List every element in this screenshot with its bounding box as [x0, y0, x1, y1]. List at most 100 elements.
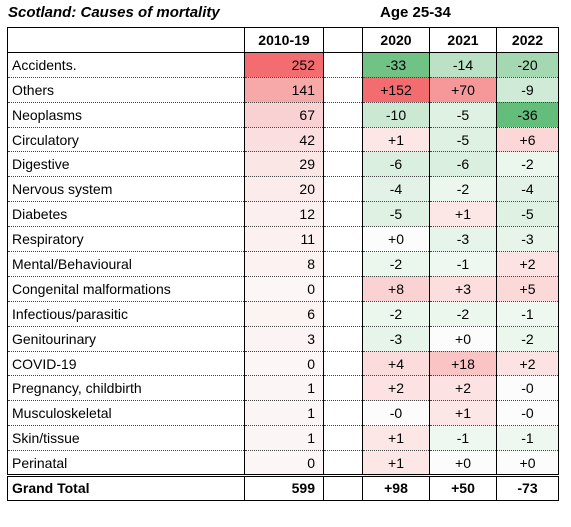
change-2020: -2: [362, 301, 430, 327]
change-2021: -5: [429, 127, 497, 153]
column-spacer: [323, 425, 363, 452]
table-row: Digestive 29 -6 -6 -2: [7, 151, 559, 178]
change-2021: -6: [429, 151, 497, 178]
change-2020: +1: [362, 425, 430, 452]
change-2020: +0: [362, 226, 430, 253]
change-2022: +6: [496, 127, 559, 153]
change-2020: +1: [362, 450, 430, 476]
column-spacer: [323, 326, 363, 352]
change-2021: +18: [429, 351, 497, 377]
table-title: Scotland: Causes of mortality: [8, 4, 220, 21]
cause-name: Others: [7, 77, 245, 103]
change-2022: -36: [496, 102, 559, 128]
change-2022: -1: [496, 425, 559, 452]
change-2022: -0: [496, 400, 559, 427]
table-row: COVID-19 0 +4 +18 +2: [7, 351, 559, 377]
column-spacer: [323, 276, 363, 302]
table-row: Congenital malformations 0 +8 +3 +5: [7, 276, 559, 302]
age-group-label: Age 25-34: [380, 4, 451, 21]
column-spacer: [323, 301, 363, 327]
header-cause: [7, 27, 245, 53]
column-spacer: [323, 400, 363, 427]
cause-name: Neoplasms: [7, 102, 245, 128]
table-row: Pregnancy, childbirth 1 +2 +2 -0: [7, 375, 559, 402]
cause-name: Nervous system: [7, 176, 245, 203]
change-2022: -4: [496, 176, 559, 203]
change-2020: -5: [362, 201, 430, 228]
baseline-value: 252: [244, 52, 324, 78]
cause-name: Skin/tissue: [7, 425, 245, 452]
change-2022: -3: [496, 226, 559, 253]
total-2020: +98: [362, 474, 430, 501]
change-2022: +0: [496, 450, 559, 476]
change-2021: +2: [429, 375, 497, 402]
column-spacer: [323, 176, 363, 203]
table-row: Neoplasms 67 -10 -5 -36: [7, 102, 559, 128]
cause-name: Congenital malformations: [7, 276, 245, 302]
table-row: Perinatal 0 +1 +0 +0: [7, 450, 559, 476]
change-2020: +1: [362, 127, 430, 153]
cause-name: Accidents.: [7, 52, 245, 78]
baseline-value: 1: [244, 400, 324, 427]
baseline-value: 12: [244, 201, 324, 228]
baseline-value: 0: [244, 276, 324, 302]
cause-name: Infectious/parasitic: [7, 301, 245, 327]
change-2020: -33: [362, 52, 430, 78]
change-2020: -0: [362, 400, 430, 427]
column-spacer: [323, 201, 363, 228]
baseline-value: 1: [244, 425, 324, 452]
change-2022: +5: [496, 276, 559, 302]
change-2021: -5: [429, 102, 497, 128]
baseline-value: 67: [244, 102, 324, 128]
mortality-table: 2010-19 2020 2021 2022 Accidents. 252 -33-…: [7, 27, 559, 501]
change-2021: -2: [429, 301, 497, 327]
total-spacer: [323, 474, 363, 501]
grand-total-row: Grand Total 599 +98 +50 -73: [7, 474, 559, 501]
column-spacer: [323, 102, 363, 128]
column-spacer: [323, 77, 363, 103]
header-spacer: [323, 27, 363, 53]
cause-name: Diabetes: [7, 201, 245, 228]
cause-name: COVID-19: [7, 351, 245, 377]
change-2022: -9: [496, 77, 559, 103]
change-2021: -1: [429, 425, 497, 452]
change-2022: +2: [496, 351, 559, 377]
baseline-value: 6: [244, 301, 324, 327]
baseline-value: 29: [244, 151, 324, 178]
column-spacer: [323, 251, 363, 277]
change-2021: +0: [429, 326, 497, 352]
change-2020: -10: [362, 102, 430, 128]
cause-name: Digestive: [7, 151, 245, 178]
column-spacer: [323, 127, 363, 153]
table-row: Accidents. 252 -33 -14 -20: [7, 52, 559, 78]
change-2022: -2: [496, 151, 559, 178]
total-label: Grand Total: [7, 474, 245, 501]
change-2022: +2: [496, 251, 559, 277]
baseline-value: 20: [244, 176, 324, 203]
cause-name: Perinatal: [7, 450, 245, 476]
baseline-value: 1: [244, 375, 324, 402]
change-2020: +2: [362, 375, 430, 402]
table-row: Others 141 +152 +70 -9: [7, 77, 559, 103]
total-baseline: 599: [244, 474, 324, 501]
table-row: Nervous system 20 -4 -2 -4: [7, 176, 559, 203]
table-row: Respiratory 11 +0 -3 -3: [7, 226, 559, 253]
change-2020: +4: [362, 351, 430, 377]
change-2021: -2: [429, 176, 497, 203]
baseline-value: 0: [244, 351, 324, 377]
table-row: Mental/Behavioural 8 -2 -1 +2: [7, 251, 559, 277]
change-2020: -6: [362, 151, 430, 178]
baseline-value: 8: [244, 251, 324, 277]
cause-name: Musculoskeletal: [7, 400, 245, 427]
column-spacer: [323, 226, 363, 253]
table-row: Skin/tissue 1 +1 -1 -1: [7, 425, 559, 452]
cause-name: Respiratory: [7, 226, 245, 253]
change-2020: -2: [362, 251, 430, 277]
cause-name: Mental/Behavioural: [7, 251, 245, 277]
column-spacer: [323, 450, 363, 476]
change-2022: -20: [496, 52, 559, 78]
change-2020: +152: [362, 77, 430, 103]
column-spacer: [323, 375, 363, 402]
change-2021: +1: [429, 400, 497, 427]
table-row: Diabetes 12 -5 +1 -5: [7, 201, 559, 228]
